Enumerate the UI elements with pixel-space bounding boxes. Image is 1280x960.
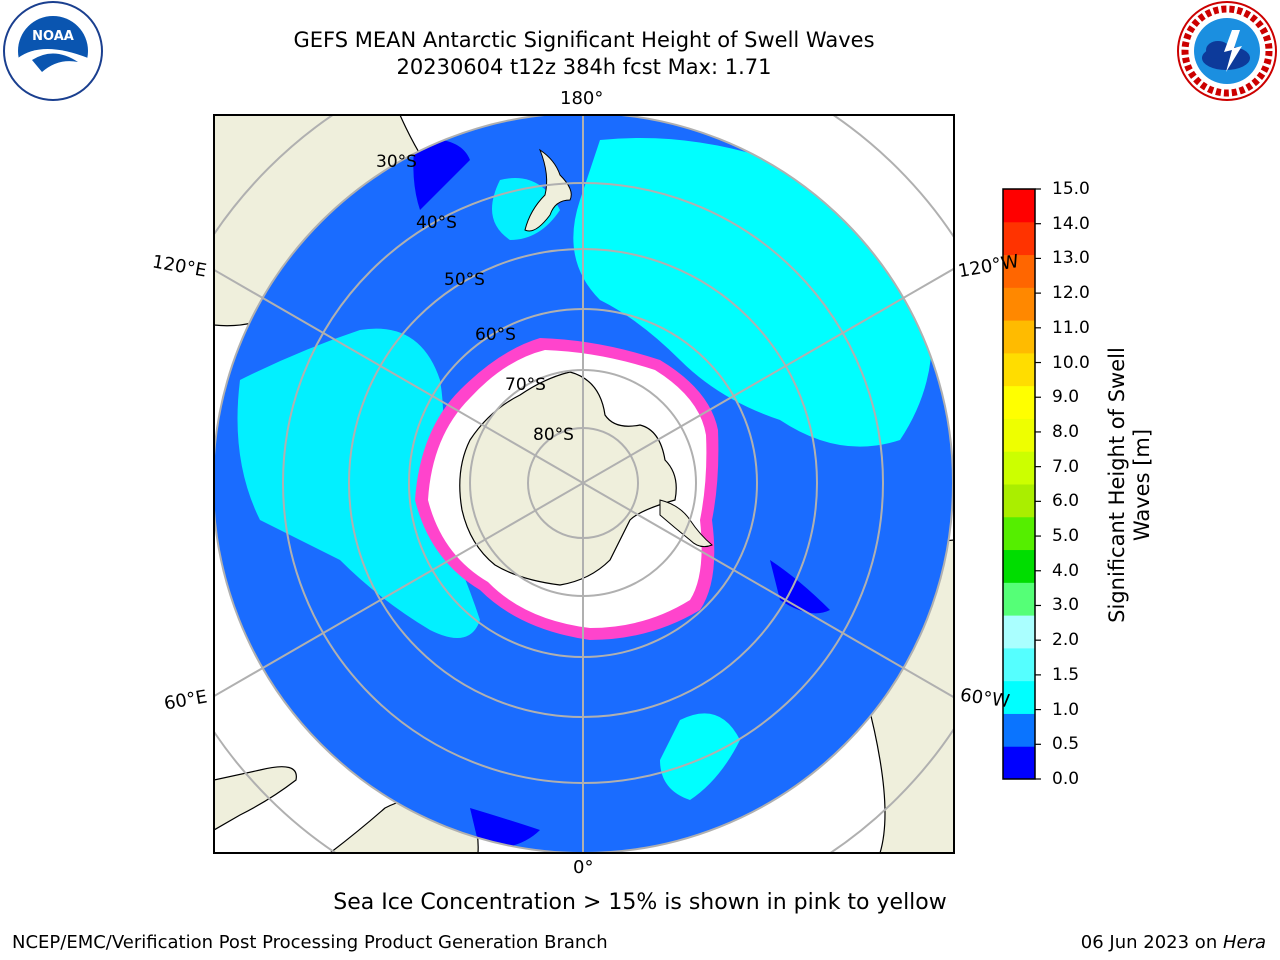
lat-label-40s: 40°S bbox=[416, 213, 457, 233]
colorbar-segment bbox=[1003, 680, 1035, 714]
colorbar-segment bbox=[1003, 320, 1035, 354]
lon-label-180: 180° bbox=[560, 88, 604, 109]
calm-patch-australia bbox=[413, 139, 470, 210]
colorbar-tick-label: 1.0 bbox=[1052, 699, 1080, 720]
colorbar-tick-label: 2.0 bbox=[1052, 630, 1080, 651]
colorbar-tick-label: 5.0 bbox=[1052, 526, 1080, 547]
footer-date: 06 Jun 2023 on Hera bbox=[1081, 932, 1266, 953]
colorbar-tick-label: 4.0 bbox=[1052, 560, 1080, 581]
lat-label-50s: 50°S bbox=[444, 270, 485, 290]
colorbar-segment bbox=[1003, 615, 1035, 649]
colorbar-segment bbox=[1003, 549, 1035, 583]
colorbar-segment bbox=[1003, 254, 1035, 288]
colorbar-tick-label: 9.0 bbox=[1052, 387, 1080, 408]
swell-patch-tasman bbox=[492, 178, 560, 240]
colorbar-label: Significant Height of Swell Waves [m] bbox=[1105, 325, 1155, 645]
colorbar-tick-label: 10.0 bbox=[1052, 352, 1090, 373]
colorbar-segment bbox=[1003, 516, 1035, 551]
colorbar-segment bbox=[1003, 484, 1035, 518]
colorbar-segment bbox=[1003, 189, 1035, 223]
colorbar-segment bbox=[1003, 287, 1035, 321]
lat-label-70s: 70°S bbox=[505, 375, 546, 395]
colorbar-tick-label: 12.0 bbox=[1052, 283, 1090, 304]
colorbar-segment bbox=[1003, 451, 1035, 485]
footer-host: Hera bbox=[1222, 932, 1266, 953]
land-antarctic-peninsula bbox=[659, 499, 713, 548]
swell-patch-atlantic bbox=[660, 713, 740, 800]
colorbar-segment bbox=[1003, 647, 1035, 682]
colorbar-segment bbox=[1003, 221, 1035, 256]
colorbar-segment bbox=[1003, 385, 1035, 419]
colorbar-tick-label: 8.0 bbox=[1052, 421, 1080, 442]
colorbar bbox=[1002, 188, 1041, 780]
nws-logo bbox=[1177, 1, 1277, 101]
chart-title: GEFS MEAN Antarctic Significant Height o… bbox=[293, 28, 875, 52]
colorbar-segment bbox=[1003, 582, 1035, 616]
colorbar-tick-label: 0.0 bbox=[1052, 769, 1080, 789]
colorbar-segment bbox=[1003, 418, 1035, 452]
lat-label-30s: 30°S bbox=[376, 152, 417, 172]
lat-label-60s: 60°S bbox=[475, 325, 516, 345]
colorbar-segment bbox=[1003, 746, 1035, 780]
land-madagascar bbox=[214, 766, 297, 831]
colorbar-tick-label: 7.0 bbox=[1052, 456, 1080, 477]
sea-ice-note: Sea Ice Concentration > 15% is shown in … bbox=[333, 890, 947, 915]
colorbar-frame bbox=[1002, 188, 1036, 780]
colorbar-tick-label: 13.0 bbox=[1052, 248, 1090, 269]
footer-date-text: 06 Jun 2023 on bbox=[1080, 932, 1223, 953]
colorbar-segment bbox=[1003, 713, 1035, 747]
colorbar-tick-label: 11.0 bbox=[1052, 317, 1090, 338]
colorbar-tick-label: 0.5 bbox=[1052, 734, 1080, 755]
colorbar-tick-label: 14.0 bbox=[1052, 213, 1090, 234]
noaa-logo-text: NOAA bbox=[32, 29, 74, 44]
noaa-logo: NOAA bbox=[3, 1, 103, 101]
colorbar-tick-label: 15.0 bbox=[1052, 179, 1090, 199]
colorbar-tick-label: 3.0 bbox=[1052, 595, 1080, 616]
colorbar-segment bbox=[1003, 352, 1035, 387]
swell-patch-indian bbox=[237, 328, 480, 638]
colorbar-label-line1: Significant Height of Swell bbox=[1105, 347, 1129, 623]
land-new-zealand bbox=[524, 148, 572, 232]
chart-subtitle-forecast: 20230604 t12z 384h fcst Max: 1.71 bbox=[396, 55, 772, 79]
land-antarctica bbox=[459, 371, 677, 586]
lat-label-80s: 80°S bbox=[533, 425, 574, 445]
lon-label-0: 0° bbox=[573, 857, 594, 878]
colorbar-label-line2: Waves [m] bbox=[1130, 428, 1154, 542]
footer-branch: NCEP/EMC/Verification Post Processing Pr… bbox=[12, 932, 608, 953]
colorbar-tick-label: 1.5 bbox=[1052, 664, 1080, 685]
colorbar-tick-label: 6.0 bbox=[1052, 491, 1080, 512]
